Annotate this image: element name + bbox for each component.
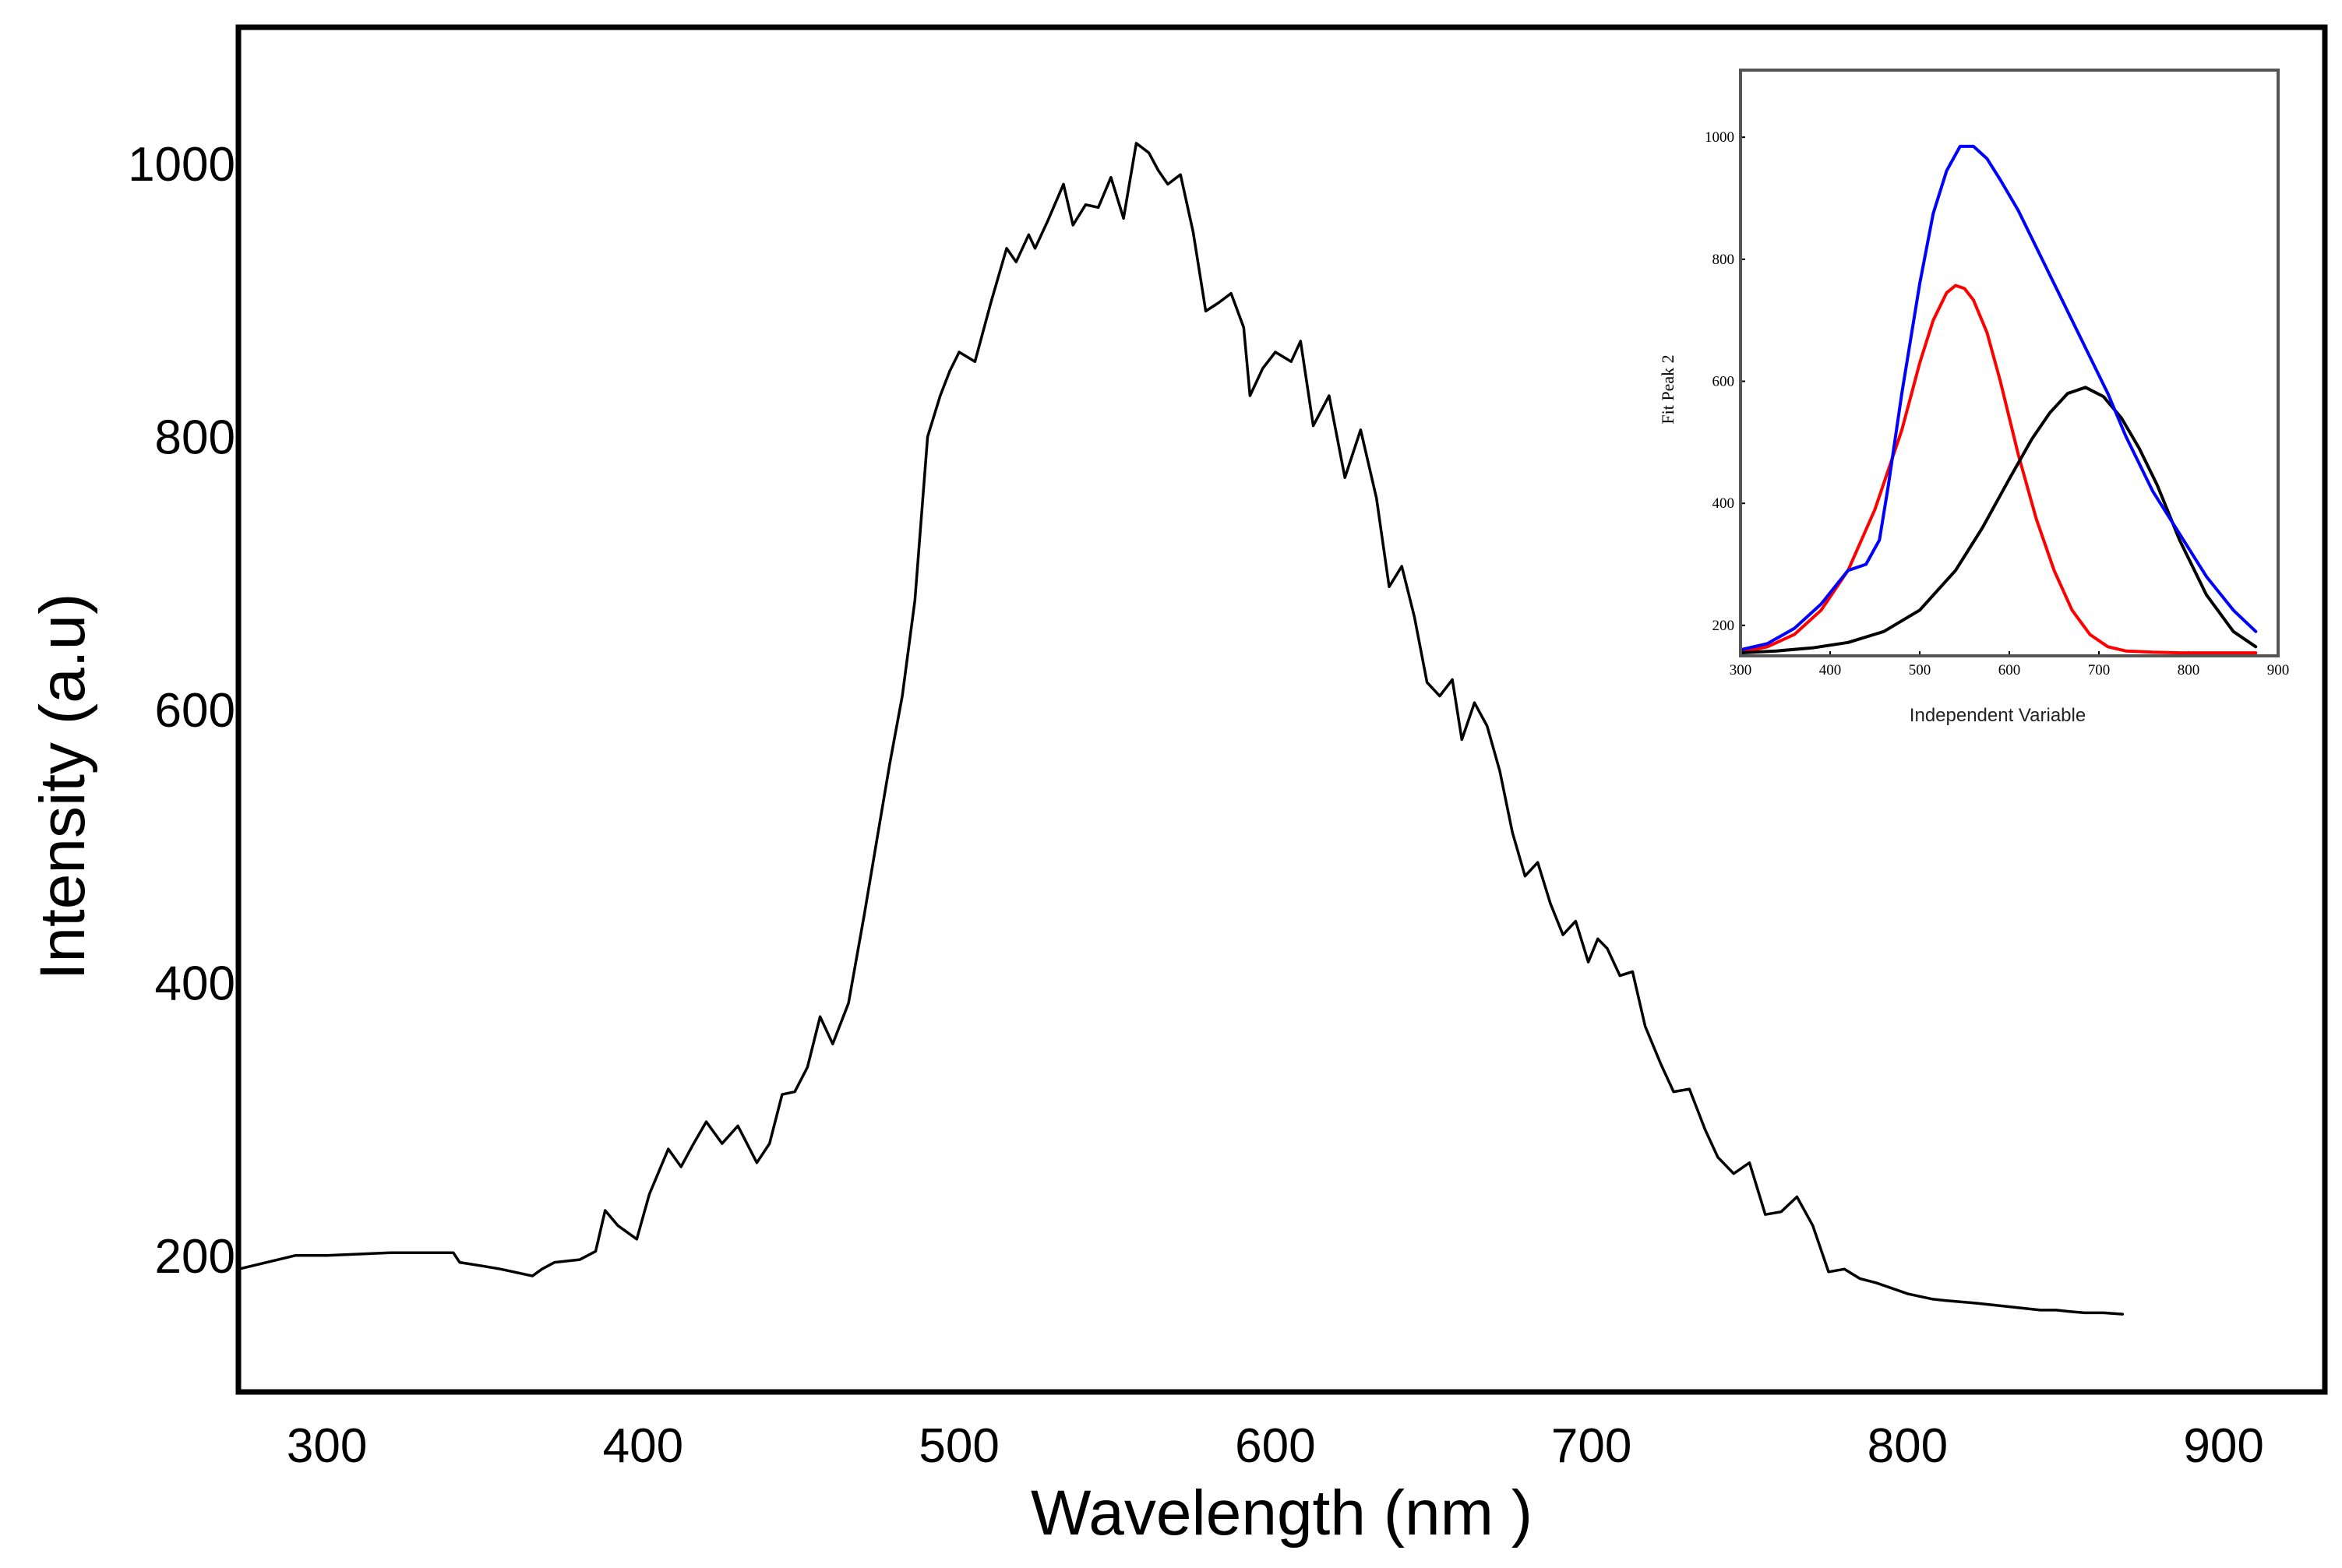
inset-background	[1675, 66, 2283, 689]
main-x-tick-label: 600	[1235, 1419, 1315, 1473]
main-y-axis-label: Intensity (a.u)	[27, 594, 98, 981]
main-x-tick-label: 700	[1551, 1419, 1631, 1473]
inset-x-tick-label: 300	[1730, 662, 1752, 678]
main-axis-ticks: 300 400 500 600 700 800 900 200 400 600 800 1000	[128, 138, 2264, 1473]
main-x-tick-label: 500	[919, 1419, 999, 1473]
main-y-tick-label: 800	[155, 411, 235, 465]
inset-series-sum	[1739, 144, 2258, 652]
inset-series-layer	[1739, 144, 2258, 655]
main-plot-frame	[235, 24, 2328, 1395]
main-y-tick-label: 1000	[128, 138, 235, 192]
main-x-tick-label: 300	[287, 1419, 367, 1473]
inset-x-tick-label: 900	[2267, 662, 2290, 678]
inset-x-tick-label: 400	[1819, 662, 1842, 678]
main-y-tick-label: 600	[155, 684, 235, 738]
inset-chart: 300 400 500 600 700 800 900 200 400 600 800 1000 In…	[1658, 66, 2289, 726]
inset-y-tick-label: 600	[1712, 374, 1735, 390]
inset-plot-frame	[1739, 69, 2280, 657]
main-y-tick-label: 400	[155, 957, 235, 1010]
main-chart: 300 400 500 600 700 800 900 200 400 600 800 1000 Wa…	[27, 24, 2328, 1549]
inset-y-axis-label: Fit Peak 2	[1658, 354, 1677, 424]
main-series-layer	[237, 142, 2125, 1316]
main-x-tick-label: 900	[2183, 1419, 2263, 1473]
inset-x-tick-label: 700	[2088, 662, 2111, 678]
inset-y-tick-label: 200	[1712, 618, 1735, 634]
main-x-tick-label: 800	[1868, 1419, 1948, 1473]
main-series-intensity	[237, 142, 2125, 1316]
inset-x-tick-label: 600	[1998, 662, 2021, 678]
inset-axis-ticks: 300 400 500 600 700 800 900 200 400 600 800 1000	[1705, 129, 2289, 678]
inset-x-tick-label: 800	[2178, 662, 2200, 678]
inset-y-tick-label: 1000	[1705, 129, 1734, 146]
inset-y-tick-label: 400	[1712, 495, 1735, 512]
inset-x-tick-label: 500	[1909, 662, 1931, 678]
main-x-tick-label: 400	[603, 1419, 683, 1473]
main-y-tick-label: 200	[155, 1230, 235, 1284]
inset-series-peak-1	[1739, 284, 2258, 655]
inset-y-tick-label: 800	[1712, 252, 1735, 268]
main-x-axis-label: Wavelength (nm )	[1031, 1478, 1533, 1549]
inset-x-axis-label: Independent Variable	[1910, 705, 2086, 726]
